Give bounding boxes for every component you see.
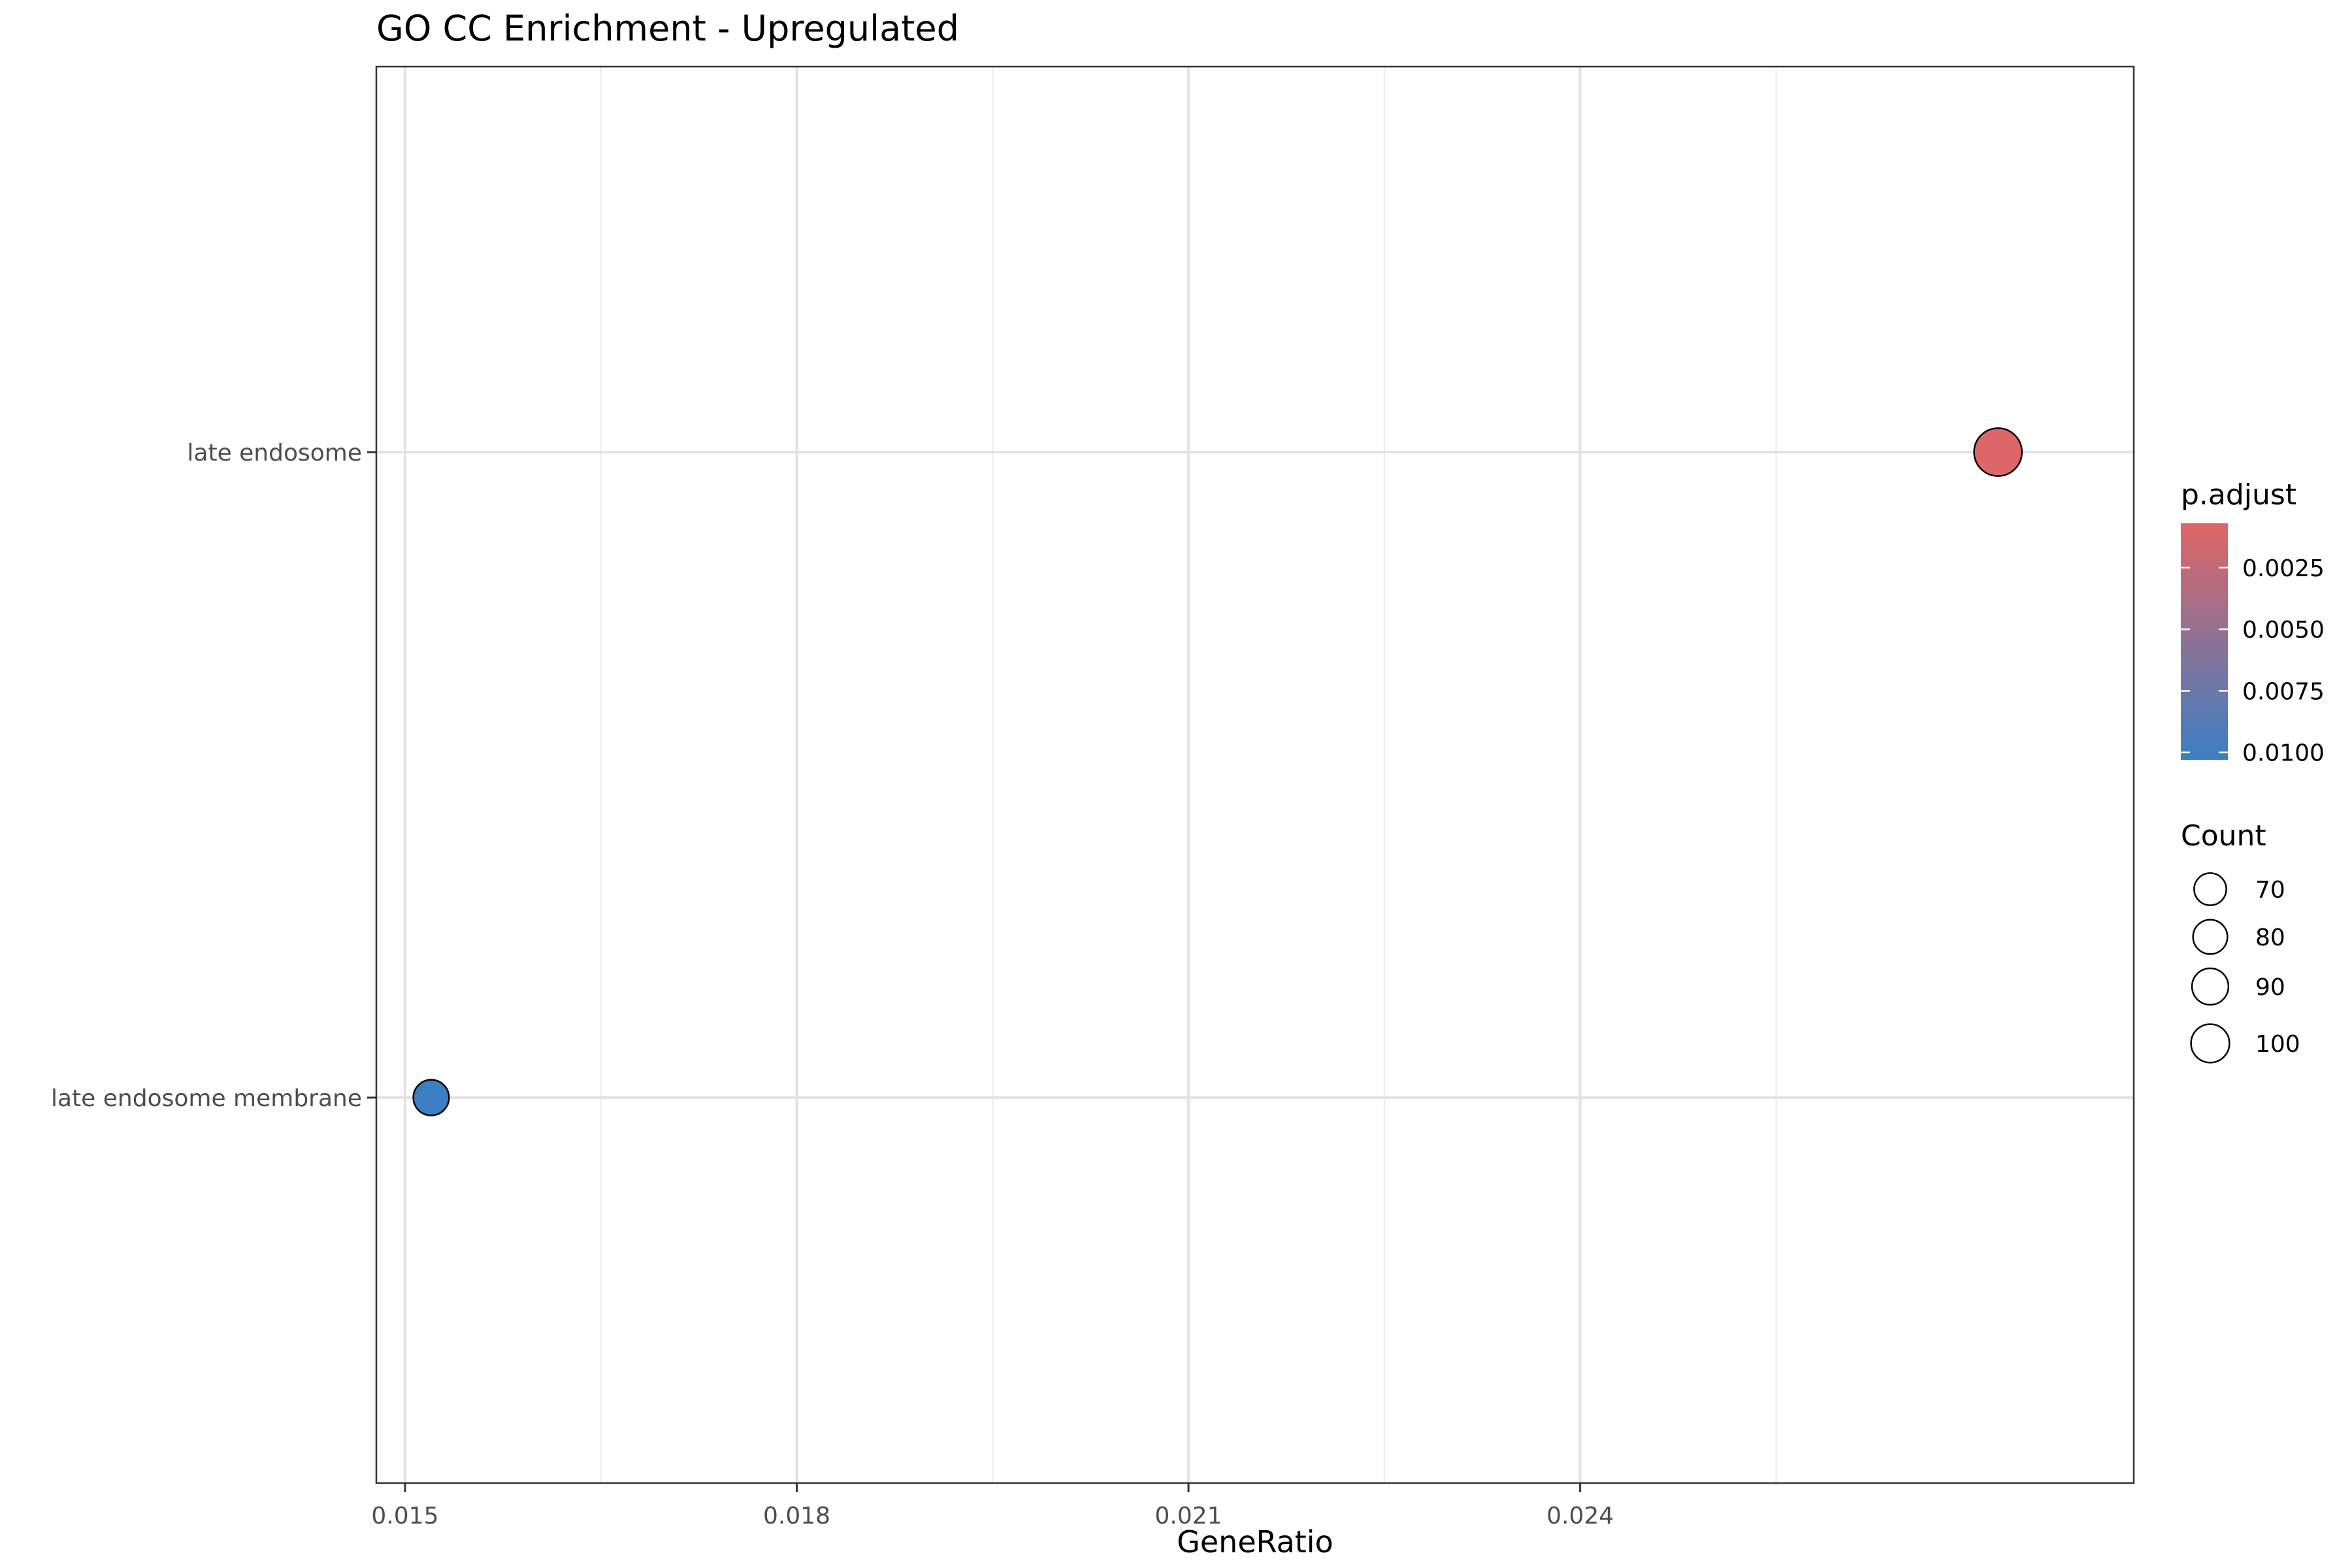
size-legend-label: 90	[2255, 974, 2285, 1001]
color-legend-label: 0.0025	[2242, 555, 2325, 582]
x-tick-label: 0.018	[763, 1503, 830, 1529]
size-legend-label: 100	[2255, 1031, 2300, 1058]
size-legend-label: 70	[2255, 877, 2285, 904]
color-legend-label: 0.0050	[2242, 617, 2325, 644]
color-legend-label: 0.0075	[2242, 678, 2325, 705]
x-tick-label: 0.021	[1155, 1503, 1222, 1529]
y-tick-label: late endosome	[187, 440, 362, 466]
color-bar	[2181, 523, 2228, 760]
legends: p.adjust 0.0025 0.0050 0.0075 0.0100 Count 70 8…	[2181, 478, 2325, 1064]
y-tick-label: late endosome membrane	[51, 1085, 362, 1112]
size-legend-key	[2193, 872, 2227, 906]
axes: 0.015 0.018 0.021 0.024 late endosome membra…	[51, 440, 1614, 1529]
x-axis-label: GeneRatio	[1177, 1524, 1333, 1560]
x-tick-label: 0.024	[1546, 1503, 1614, 1529]
chart-title: GO CC Enrichment - Upregulated	[376, 8, 959, 49]
color-legend-title: p.adjust	[2181, 478, 2296, 512]
plot-panel	[376, 67, 2134, 1483]
color-legend-label: 0.0100	[2242, 740, 2325, 767]
size-legend-key	[2192, 919, 2229, 955]
x-tick-label: 0.015	[371, 1503, 438, 1529]
plot-panel-border	[375, 65, 2135, 1484]
data-point	[412, 1079, 450, 1117]
size-legend-label: 80	[2255, 924, 2285, 951]
size-legend-key	[2190, 1023, 2230, 1064]
size-legend-key	[2191, 967, 2230, 1006]
grid-lines	[376, 67, 2134, 1483]
data-points	[412, 427, 2023, 1117]
size-legend-title: Count	[2181, 819, 2266, 853]
data-point	[1973, 427, 2023, 477]
